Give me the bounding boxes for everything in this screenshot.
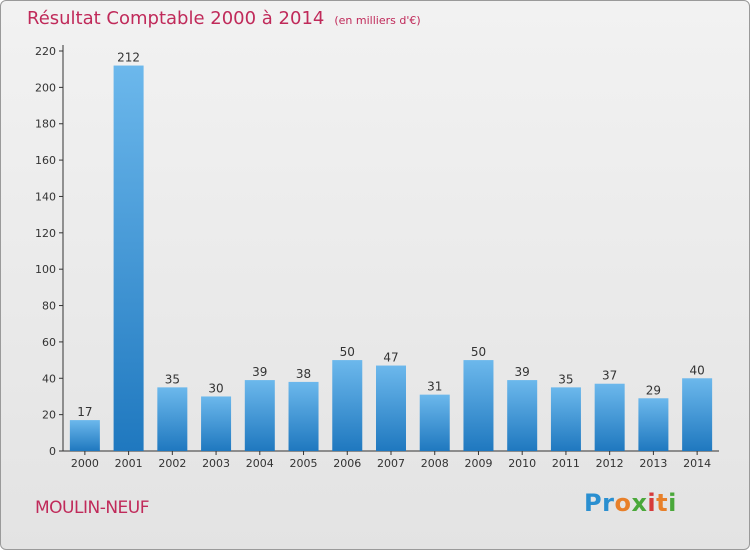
y-tick-label: 100 [35,263,56,276]
x-axis: 2000 2001 2002 2003 2004 2005 2006 2007 2008 2009… [63,450,719,470]
x-tick-label: 2006 [333,457,361,470]
x-tick-label: 2012 [596,457,624,470]
y-tick-label: 180 [35,118,56,131]
bar-2008 [419,394,450,451]
x-tick-label: 2001 [115,457,143,470]
x-tick-label: 2010 [508,457,536,470]
chart-subtitle: (en milliers d'€) [334,14,421,27]
bar-2005 [288,381,319,451]
data-labels: 17 212 35 30 39 38 50 47 31 50 39 35 37 29 40 [77,51,705,420]
chart-title: Résultat Comptable 2000 à 2014 (en millie… [27,8,421,29]
data-label-2010: 39 [515,365,530,379]
bar-2000 [69,420,100,451]
y-tick-label: 140 [35,190,56,203]
x-tick-label: 2004 [246,457,274,470]
bar-2006 [332,360,363,451]
x-tick-label: 2007 [377,457,405,470]
data-label-2008: 31 [427,380,442,394]
y-tick-label: 160 [35,154,56,167]
x-tick-label: 2014 [683,457,711,470]
logo-letter: P [584,489,603,517]
x-tick-label: 2002 [158,457,186,470]
logo-letter: o [614,489,632,517]
y-tick-label: 120 [35,227,56,240]
commune-name: MOULIN-NEUF [35,498,150,518]
x-tick-label: 2008 [421,457,449,470]
logo-letter: x [631,489,648,517]
chart-title-text: Résultat Comptable 2000 à 2014 [27,8,325,29]
bar-2003 [201,396,232,451]
x-tick-label: 2013 [639,457,667,470]
y-axis: 0 20 40 60 80 100 120 140 160 180 200 220 [35,45,64,458]
logo-letter: t [656,489,669,517]
data-label-2006: 50 [340,345,355,359]
bars [69,65,713,451]
y-tick-label: 200 [35,81,56,94]
data-label-2009: 50 [471,345,486,359]
data-label-2013: 29 [646,383,661,397]
y-tick-label: 80 [42,300,56,313]
bar-2004 [244,380,275,451]
bar-2001 [113,65,144,451]
y-tick-label: 0 [49,445,56,458]
bar-2013 [638,398,669,451]
bar-2014 [682,378,713,451]
data-label-2003: 30 [208,381,223,395]
bar-2007 [376,365,406,451]
x-tick-label: 2009 [464,457,492,470]
x-tick-label: 2003 [202,457,230,470]
data-label-2011: 35 [558,372,573,386]
bar-2012 [594,383,625,451]
data-label-2002: 35 [165,372,180,386]
proxiti-logo: Proxiti [584,489,677,517]
logo-letter: i [668,489,677,517]
y-tick-label: 40 [42,372,56,385]
bar-2009 [463,360,494,451]
y-tick-label: 220 [35,45,56,58]
data-label-2000: 17 [77,405,92,419]
data-label-2012: 37 [602,369,617,383]
data-label-2005: 38 [296,367,311,381]
x-tick-label: 2000 [71,457,99,470]
y-tick-label: 60 [42,336,56,349]
y-tick-label: 20 [42,409,56,422]
data-label-2001: 212 [117,51,140,65]
bar-2002 [157,387,188,451]
logo-letter: r [602,489,615,517]
bar-2010 [507,380,538,451]
data-label-2004: 39 [252,365,267,379]
data-label-2007: 47 [383,351,398,365]
logo-letter: i [647,489,657,517]
x-tick-label: 2005 [290,457,318,470]
x-tick-label: 2011 [552,457,580,470]
bar-2011 [550,387,581,451]
data-label-2014: 40 [689,363,704,377]
